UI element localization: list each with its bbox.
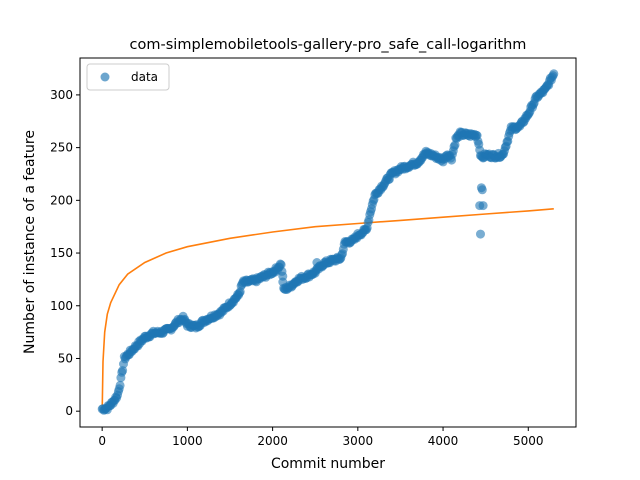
y-axis-title: Number of instance of a feature <box>22 130 38 354</box>
y-tick-label: 0 <box>65 404 73 418</box>
chart-title: com-simplemobiletools-gallery-pro_safe_c… <box>130 37 527 53</box>
x-axis-title: Commit number <box>271 456 385 472</box>
legend: data <box>86 63 170 91</box>
y-tick-label: 50 <box>58 351 73 365</box>
x-tick-label: 5000 <box>513 434 544 448</box>
data-point <box>476 229 485 239</box>
y-tick-label: 150 <box>50 246 73 260</box>
data-point <box>278 271 288 281</box>
x-tick-label: 3000 <box>343 434 374 448</box>
data-point <box>118 366 128 376</box>
fit-curve <box>101 208 554 411</box>
legend-box <box>86 63 170 91</box>
x-tick-label: 4000 <box>428 434 459 448</box>
fit-line-layer <box>101 208 554 411</box>
data-point <box>276 260 286 270</box>
data-point <box>312 258 322 267</box>
data-point <box>478 201 488 211</box>
data-point <box>115 380 125 390</box>
y-tick-label: 250 <box>50 141 73 155</box>
x-axis: 0 1000 2000 3000 4000 5000 <box>98 427 544 448</box>
legend-label-data: data <box>131 70 158 84</box>
y-tick-label: 100 <box>50 299 73 313</box>
data-point <box>477 185 487 195</box>
x-tick-label: 0 <box>98 434 106 448</box>
y-tick-label: 300 <box>50 88 73 102</box>
legend-marker <box>100 72 110 82</box>
data-point <box>549 69 559 79</box>
y-tick-label: 200 <box>50 193 73 207</box>
plot-frame <box>79 57 577 428</box>
x-tick-label: 2000 <box>257 434 288 448</box>
x-tick-label: 1000 <box>172 434 203 448</box>
y-axis: 0 50 100 150 200 250 300 <box>50 88 80 418</box>
data-points-layer <box>97 69 559 415</box>
